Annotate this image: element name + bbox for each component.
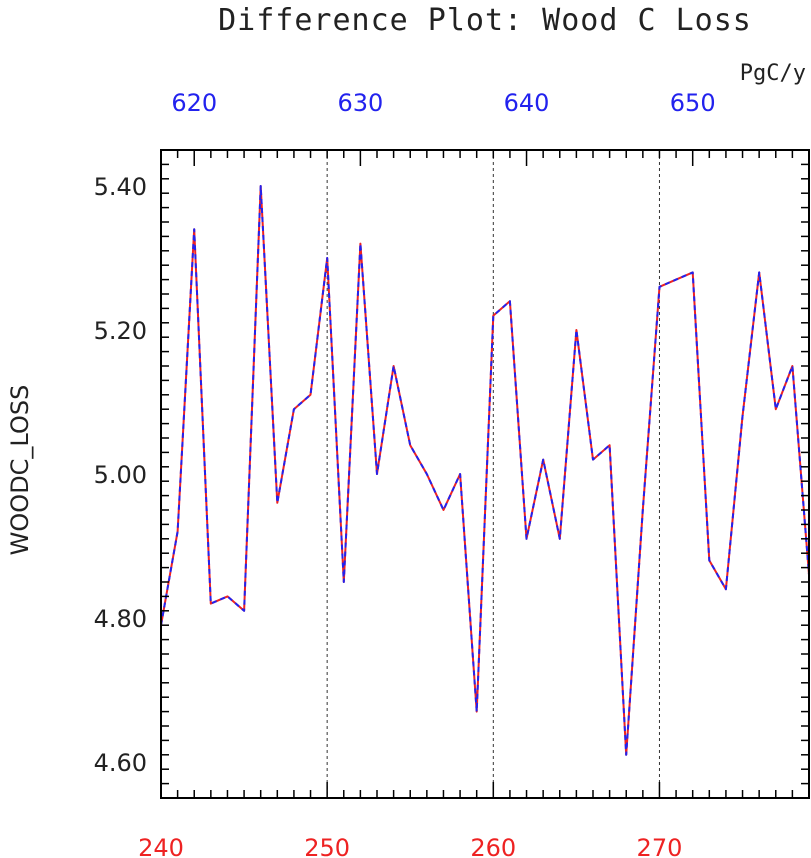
y-tick-label: 5.20 bbox=[94, 317, 147, 345]
tick-marks bbox=[160, 149, 810, 799]
y-tick-label: 4.60 bbox=[94, 749, 147, 777]
x-tick-label-bottom: 240 bbox=[138, 834, 184, 858]
chart-title: Difference Plot: Wood C Loss bbox=[218, 3, 752, 38]
plot-frame bbox=[160, 149, 810, 799]
y-tick-label: 4.80 bbox=[94, 605, 147, 633]
x-tick-label-top: 630 bbox=[337, 89, 383, 117]
y-tick-label: 5.40 bbox=[94, 173, 147, 201]
series-line-2 bbox=[160, 185, 810, 756]
x-tick-label-bottom: 270 bbox=[637, 834, 683, 858]
series-group bbox=[160, 185, 810, 756]
x-tick-label-top: 650 bbox=[670, 89, 716, 117]
units-label: PgC/y bbox=[740, 61, 806, 86]
tick-labels: 4.60 4.80 5.00 5.20 5.40 240 250 260 270 620 630 64… bbox=[94, 89, 716, 858]
x-tick-label-bottom: 250 bbox=[304, 834, 350, 858]
y-tick-label: 5.00 bbox=[94, 461, 147, 489]
x-tick-label-top: 640 bbox=[504, 89, 550, 117]
x-tick-label-top: 620 bbox=[171, 89, 217, 117]
y-axis-label: WOODC_LOSS bbox=[6, 385, 34, 556]
x-tick-label-bottom: 260 bbox=[470, 834, 516, 858]
